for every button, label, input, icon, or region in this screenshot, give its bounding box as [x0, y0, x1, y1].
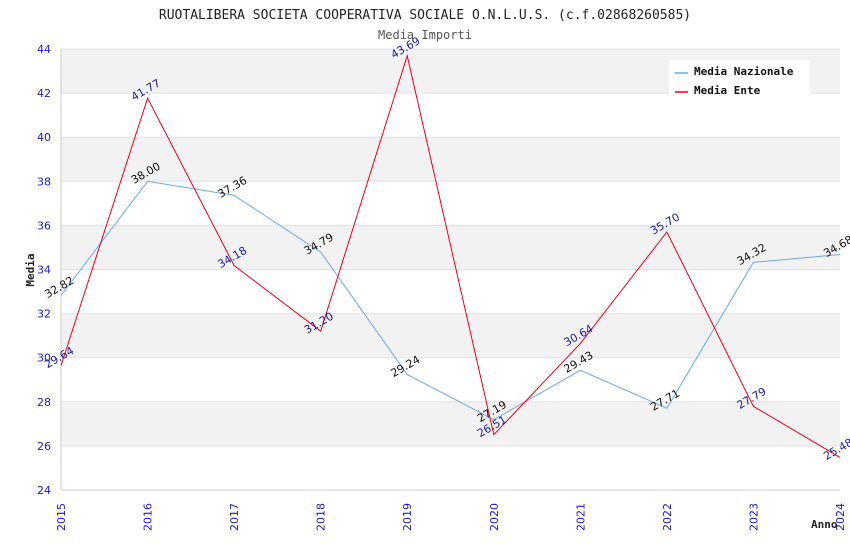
x-tick-label: 2016 [142, 503, 155, 531]
chart-title: RUOTALIBERA SOCIETA COOPERATIVA SOCIALE … [159, 8, 691, 23]
series-lines [60, 53, 841, 458]
y-tick-label: 42 [37, 87, 51, 100]
data-label: 32.82 [42, 274, 76, 301]
x-tick-label: 2019 [401, 503, 414, 531]
legend: Media Nazionale Media Ente [669, 60, 810, 98]
x-tick-labels: 2015 2016 2017 2018 2019 2020 2021 2022 2023 2024 [55, 503, 847, 531]
grid-band [61, 401, 840, 446]
y-tick-label: 40 [37, 131, 51, 144]
x-tick-label: 2015 [55, 503, 68, 531]
x-tick-label: 2022 [661, 503, 674, 531]
x-tick-label: 2024 [834, 503, 847, 531]
y-axis-label: Media [24, 253, 37, 286]
grid-lines [61, 48, 840, 491]
legend-box [669, 60, 810, 98]
y-tick-label: 28 [37, 396, 51, 409]
y-tick-label: 26 [37, 440, 51, 453]
y-tick-labels: 24 26 28 30 32 34 36 38 40 42 44 [37, 43, 51, 497]
x-tick-label: 2023 [747, 503, 760, 531]
legend-label-media-nazionale: Media Nazionale [694, 65, 794, 78]
grid-band [61, 313, 840, 358]
grid-band [61, 137, 840, 182]
y-tick-label: 38 [37, 175, 51, 188]
series-line-media-nazionale [60, 180, 841, 421]
y-tick-label: 30 [37, 352, 51, 365]
legend-label-media-ente: Media Ente [694, 84, 761, 97]
x-axis-label: Anno [811, 518, 838, 531]
y-tick-label: 24 [37, 484, 51, 497]
x-tick-label: 2018 [315, 503, 328, 531]
series-line-media-ente [60, 53, 841, 458]
data-label: 29.64 [42, 344, 76, 371]
chart-subtitle: Media Importi [378, 28, 472, 42]
y-tick-label: 34 [37, 264, 51, 277]
x-tick-label: 2017 [228, 503, 241, 531]
y-tick-label: 32 [37, 308, 51, 321]
y-tick-label: 36 [37, 219, 51, 232]
x-tick-label: 2021 [574, 503, 587, 531]
y-tick-label: 44 [37, 43, 51, 56]
x-tick-label: 2020 [488, 503, 501, 531]
